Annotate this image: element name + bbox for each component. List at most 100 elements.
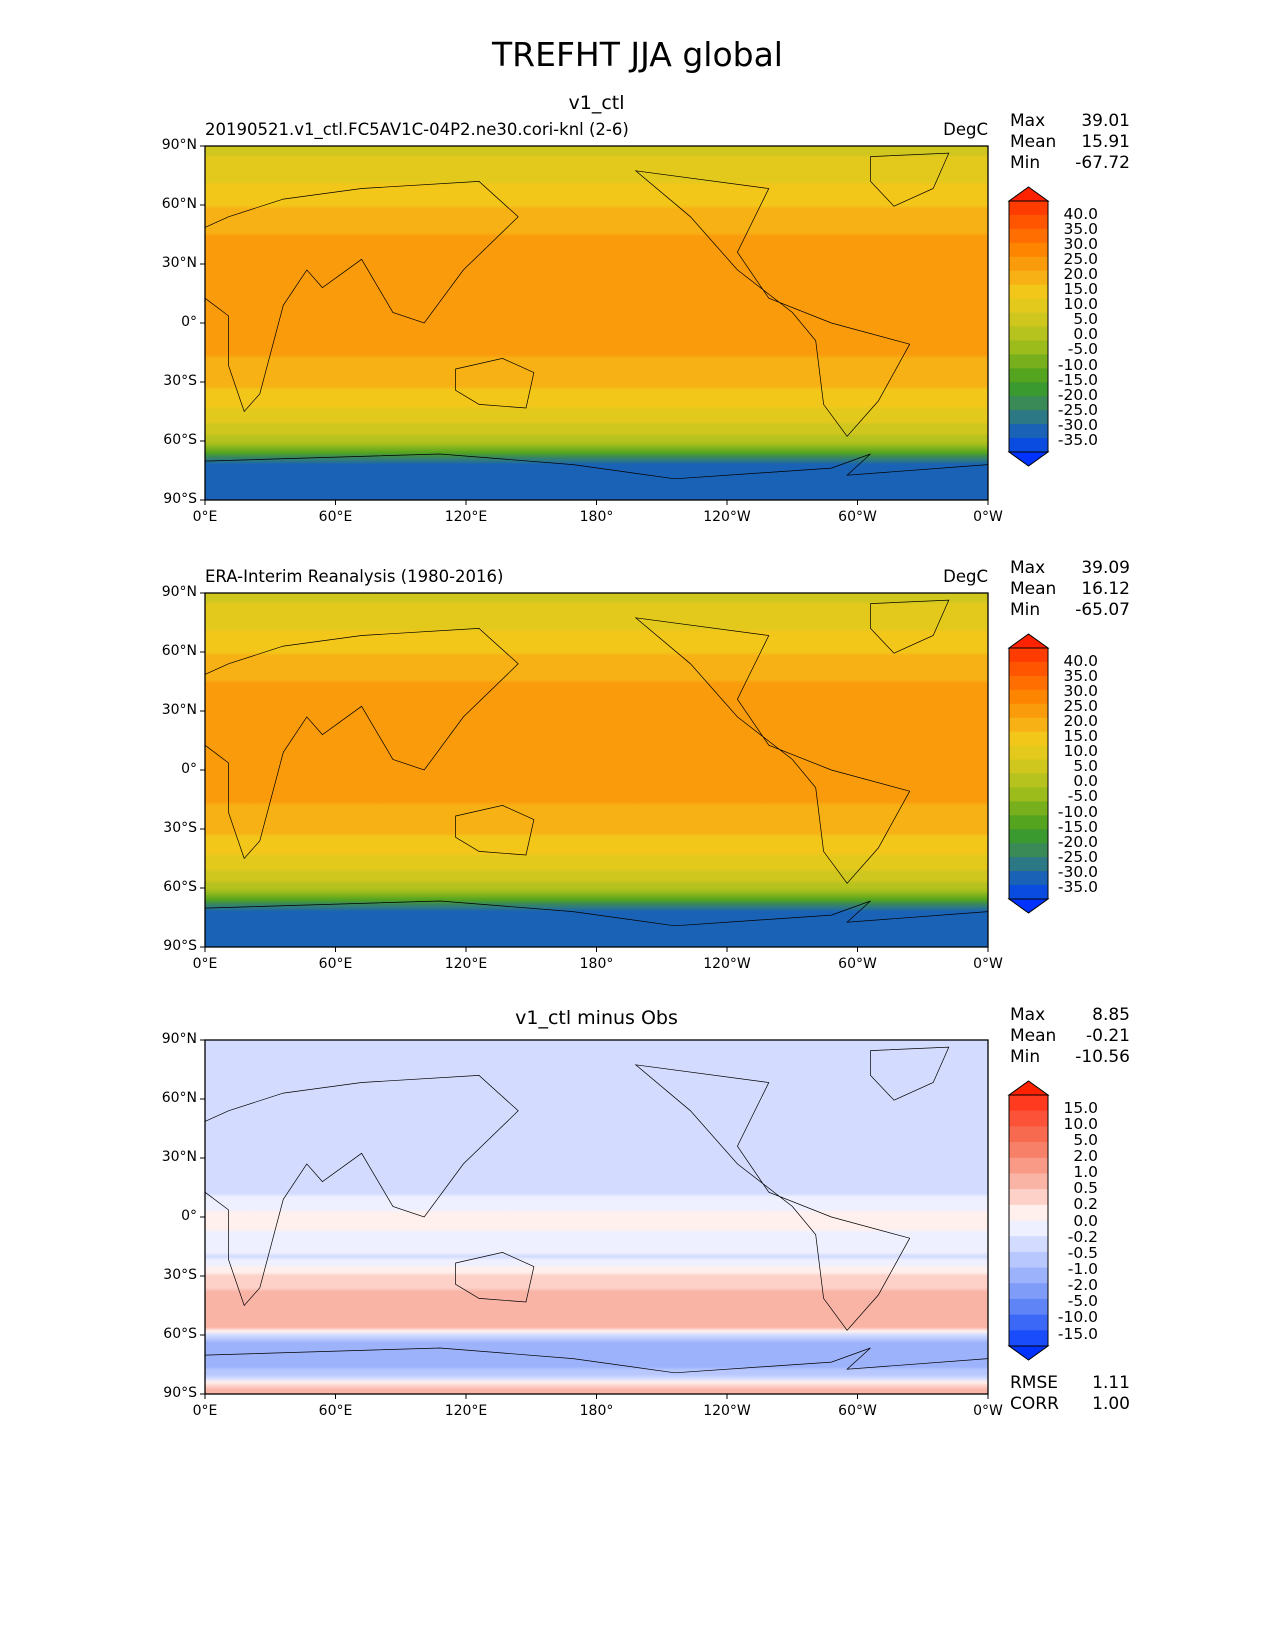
lon-tick-label: 60°E (318, 509, 353, 525)
colorbar-band (1009, 689, 1048, 705)
lat-tick-label: 60°S (163, 879, 197, 895)
colorbar-label: -30.0 (1057, 862, 1098, 881)
map-field-1 (205, 593, 988, 947)
colorbar-band (1009, 1142, 1048, 1159)
coastline (455, 358, 535, 409)
lat-tick-label: 90°S (163, 491, 197, 507)
lon-tick-label: 120°W (703, 956, 751, 972)
colorbar-band (1009, 228, 1048, 244)
colorbar-band (1009, 1220, 1048, 1237)
colorbar-band (1009, 787, 1048, 802)
stat-max-label: Max (1010, 558, 1046, 578)
colorbar-label: 25.0 (1063, 696, 1098, 715)
colorbar-band (1009, 201, 1048, 216)
stat-mean-value: -0.21 (1086, 1026, 1130, 1046)
lat-tick-label: 30°N (161, 702, 197, 718)
lat-tick-label: 90°N (161, 1031, 197, 1047)
colorbar-label: -5.0 (1067, 787, 1098, 806)
lon-tick-label: 120°W (703, 509, 751, 525)
colorbar-band (1009, 1314, 1048, 1331)
colorbar-label: -35.0 (1057, 878, 1098, 896)
panel-units: DegC (943, 120, 988, 139)
colorbar-label: 40.0 (1063, 204, 1098, 223)
stat-min-value: -10.56 (1075, 1047, 1130, 1067)
colorbar-label: 5.0 (1073, 1130, 1098, 1149)
coastline (870, 599, 950, 654)
lon-tick-label: 0°W (973, 509, 1003, 525)
colorbar-extend-max (1007, 186, 1050, 202)
colorbar-band (1009, 1251, 1048, 1269)
panel-left-title: 20190521.v1_ctl.FC5AV1C-04P2.ne30.cori-k… (205, 120, 629, 139)
lon-tick-label: 180° (579, 956, 614, 972)
corr-label: CORR (1010, 1394, 1059, 1414)
colorbar-band (1009, 815, 1048, 830)
colorbar-band (1009, 1330, 1048, 1347)
colorbar-band (1009, 1126, 1048, 1143)
colorbar-label: -10.0 (1057, 1308, 1098, 1327)
lon-tick-label: 60°E (318, 956, 353, 972)
lat-tick-label: 90°S (163, 938, 197, 954)
colorbar-label: 0.0 (1073, 325, 1098, 344)
lon-tick-label: 0°E (192, 1403, 218, 1419)
colorbar-band (1009, 1095, 1048, 1112)
lat-tick-label: 0° (181, 761, 197, 777)
colorbar-band (1009, 745, 1048, 761)
colorbar-band (1009, 340, 1048, 355)
colorbar-band (1009, 424, 1048, 439)
lat-tick-label: 90°N (161, 137, 197, 153)
colorbar-band (1009, 843, 1048, 858)
colorbar-label: 0.5 (1073, 1179, 1098, 1198)
lon-tick-label: 120°E (444, 956, 488, 972)
stat-mean-label: Mean (1010, 579, 1057, 599)
lat-tick-label: 90°S (163, 1385, 197, 1401)
colorbar-band (1009, 885, 1048, 900)
colorbar-label: -25.0 (1057, 400, 1098, 419)
coastline (870, 152, 950, 207)
colorbar-band (1009, 354, 1048, 369)
colorbar-label: 1.0 (1073, 1163, 1098, 1182)
stat-min-label: Min (1010, 153, 1041, 173)
stat-min-value: -67.72 (1075, 153, 1130, 173)
map-field-2 (205, 1040, 988, 1394)
lat-tick-label: 60°N (161, 1090, 197, 1106)
panel-title: v1_ctl (568, 92, 625, 114)
lon-tick-label: 120°E (444, 1403, 488, 1419)
lon-tick-label: 0°E (192, 509, 218, 525)
lon-tick-label: 60°W (838, 1403, 877, 1419)
lat-tick-label: 30°S (163, 373, 197, 389)
colorbar-band (1009, 675, 1048, 691)
colorbar-band (1009, 1173, 1048, 1190)
lat-tick-label: 0° (181, 1208, 197, 1224)
colorbar-label: -25.0 (1057, 847, 1098, 866)
stat-mean-value: 16.12 (1081, 579, 1130, 599)
stat-mean-label: Mean (1010, 132, 1057, 152)
colorbar-label: 20.0 (1063, 711, 1098, 730)
colorbar-band (1009, 312, 1048, 327)
colorbar-band (1009, 298, 1048, 314)
stat-min-value: -65.07 (1075, 600, 1130, 620)
colorbar-band (1009, 1204, 1048, 1221)
coastline (455, 1252, 535, 1303)
coastline (204, 181, 519, 413)
lat-tick-label: 60°S (163, 1326, 197, 1342)
colorbar-label: -35.0 (1057, 431, 1098, 449)
colorbar-band (1009, 410, 1048, 425)
panel-units: DegC (943, 567, 988, 586)
colorbar-label: 5.0 (1073, 310, 1098, 329)
stat-max-value: 39.01 (1081, 111, 1130, 131)
lon-tick-label: 180° (579, 509, 614, 525)
colorbar-label: -15.0 (1057, 817, 1098, 836)
lon-tick-label: 120°E (444, 509, 488, 525)
lat-tick-label: 30°S (163, 1267, 197, 1283)
colorbar-band (1009, 1110, 1048, 1127)
colorbar-label: -15.0 (1057, 370, 1098, 389)
colorbar-label: 40.0 (1063, 651, 1098, 670)
colorbar-extend-max (1007, 1080, 1050, 1096)
colorbar-band (1009, 270, 1048, 286)
colorbar-band (1009, 648, 1048, 663)
colorbar-extend-max (1007, 633, 1050, 649)
coastline (204, 1347, 989, 1374)
coastline (204, 628, 519, 860)
stat-max-label: Max (1010, 1005, 1046, 1025)
